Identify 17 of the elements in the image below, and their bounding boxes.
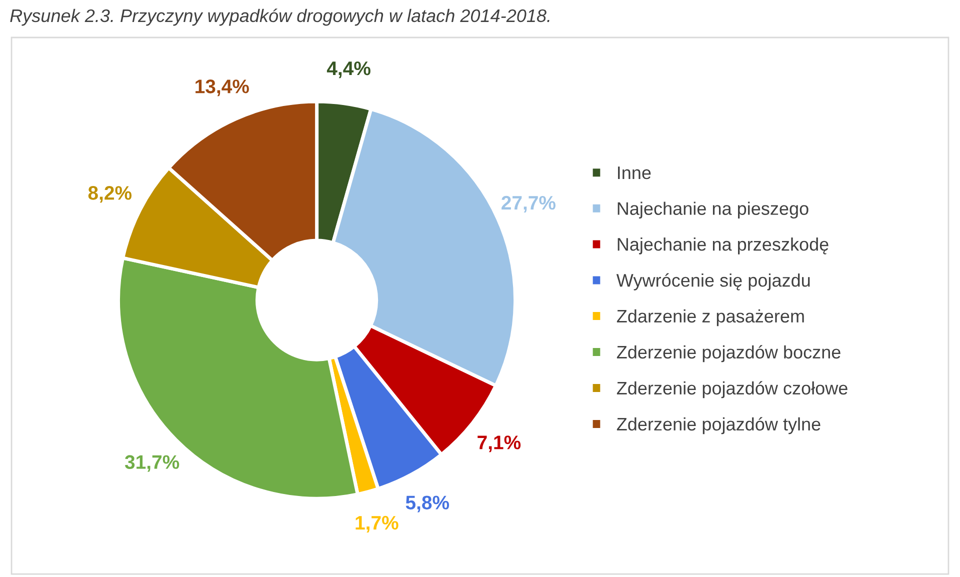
- data-label: 5,8%: [406, 496, 450, 512]
- chart-title: Rysunek 2.3. Przyczyny wypadków drogowych w latach 2014-2018.: [10, 8, 550, 26]
- data-label: 8,2%: [88, 186, 132, 203]
- legend-label: Najechanie na pieszego: [618, 202, 808, 219]
- data-label: 1,7%: [356, 516, 398, 532]
- data-label: 31,7%: [124, 455, 180, 472]
- legend-label: Zdarzenie z pasażerem: [616, 309, 804, 326]
- legend-label: Najechanie na przeszkodę: [618, 238, 828, 254]
- legend-label: Zderzenie pojazdów boczne: [616, 345, 840, 362]
- legend-label: Zderzenie pojazdów tylne: [616, 417, 820, 434]
- data-label: 13,4%: [196, 80, 249, 96]
- legend-label: Wywrócenie się pojazdu: [616, 273, 810, 290]
- data-label: 4,4%: [326, 62, 370, 78]
- data-label: 27,7%: [502, 196, 556, 213]
- legend-label: Inne: [618, 166, 651, 180]
- legend-label: Zderzenie pojazdów czołowe: [616, 381, 848, 398]
- data-label: 7,1%: [478, 436, 521, 452]
